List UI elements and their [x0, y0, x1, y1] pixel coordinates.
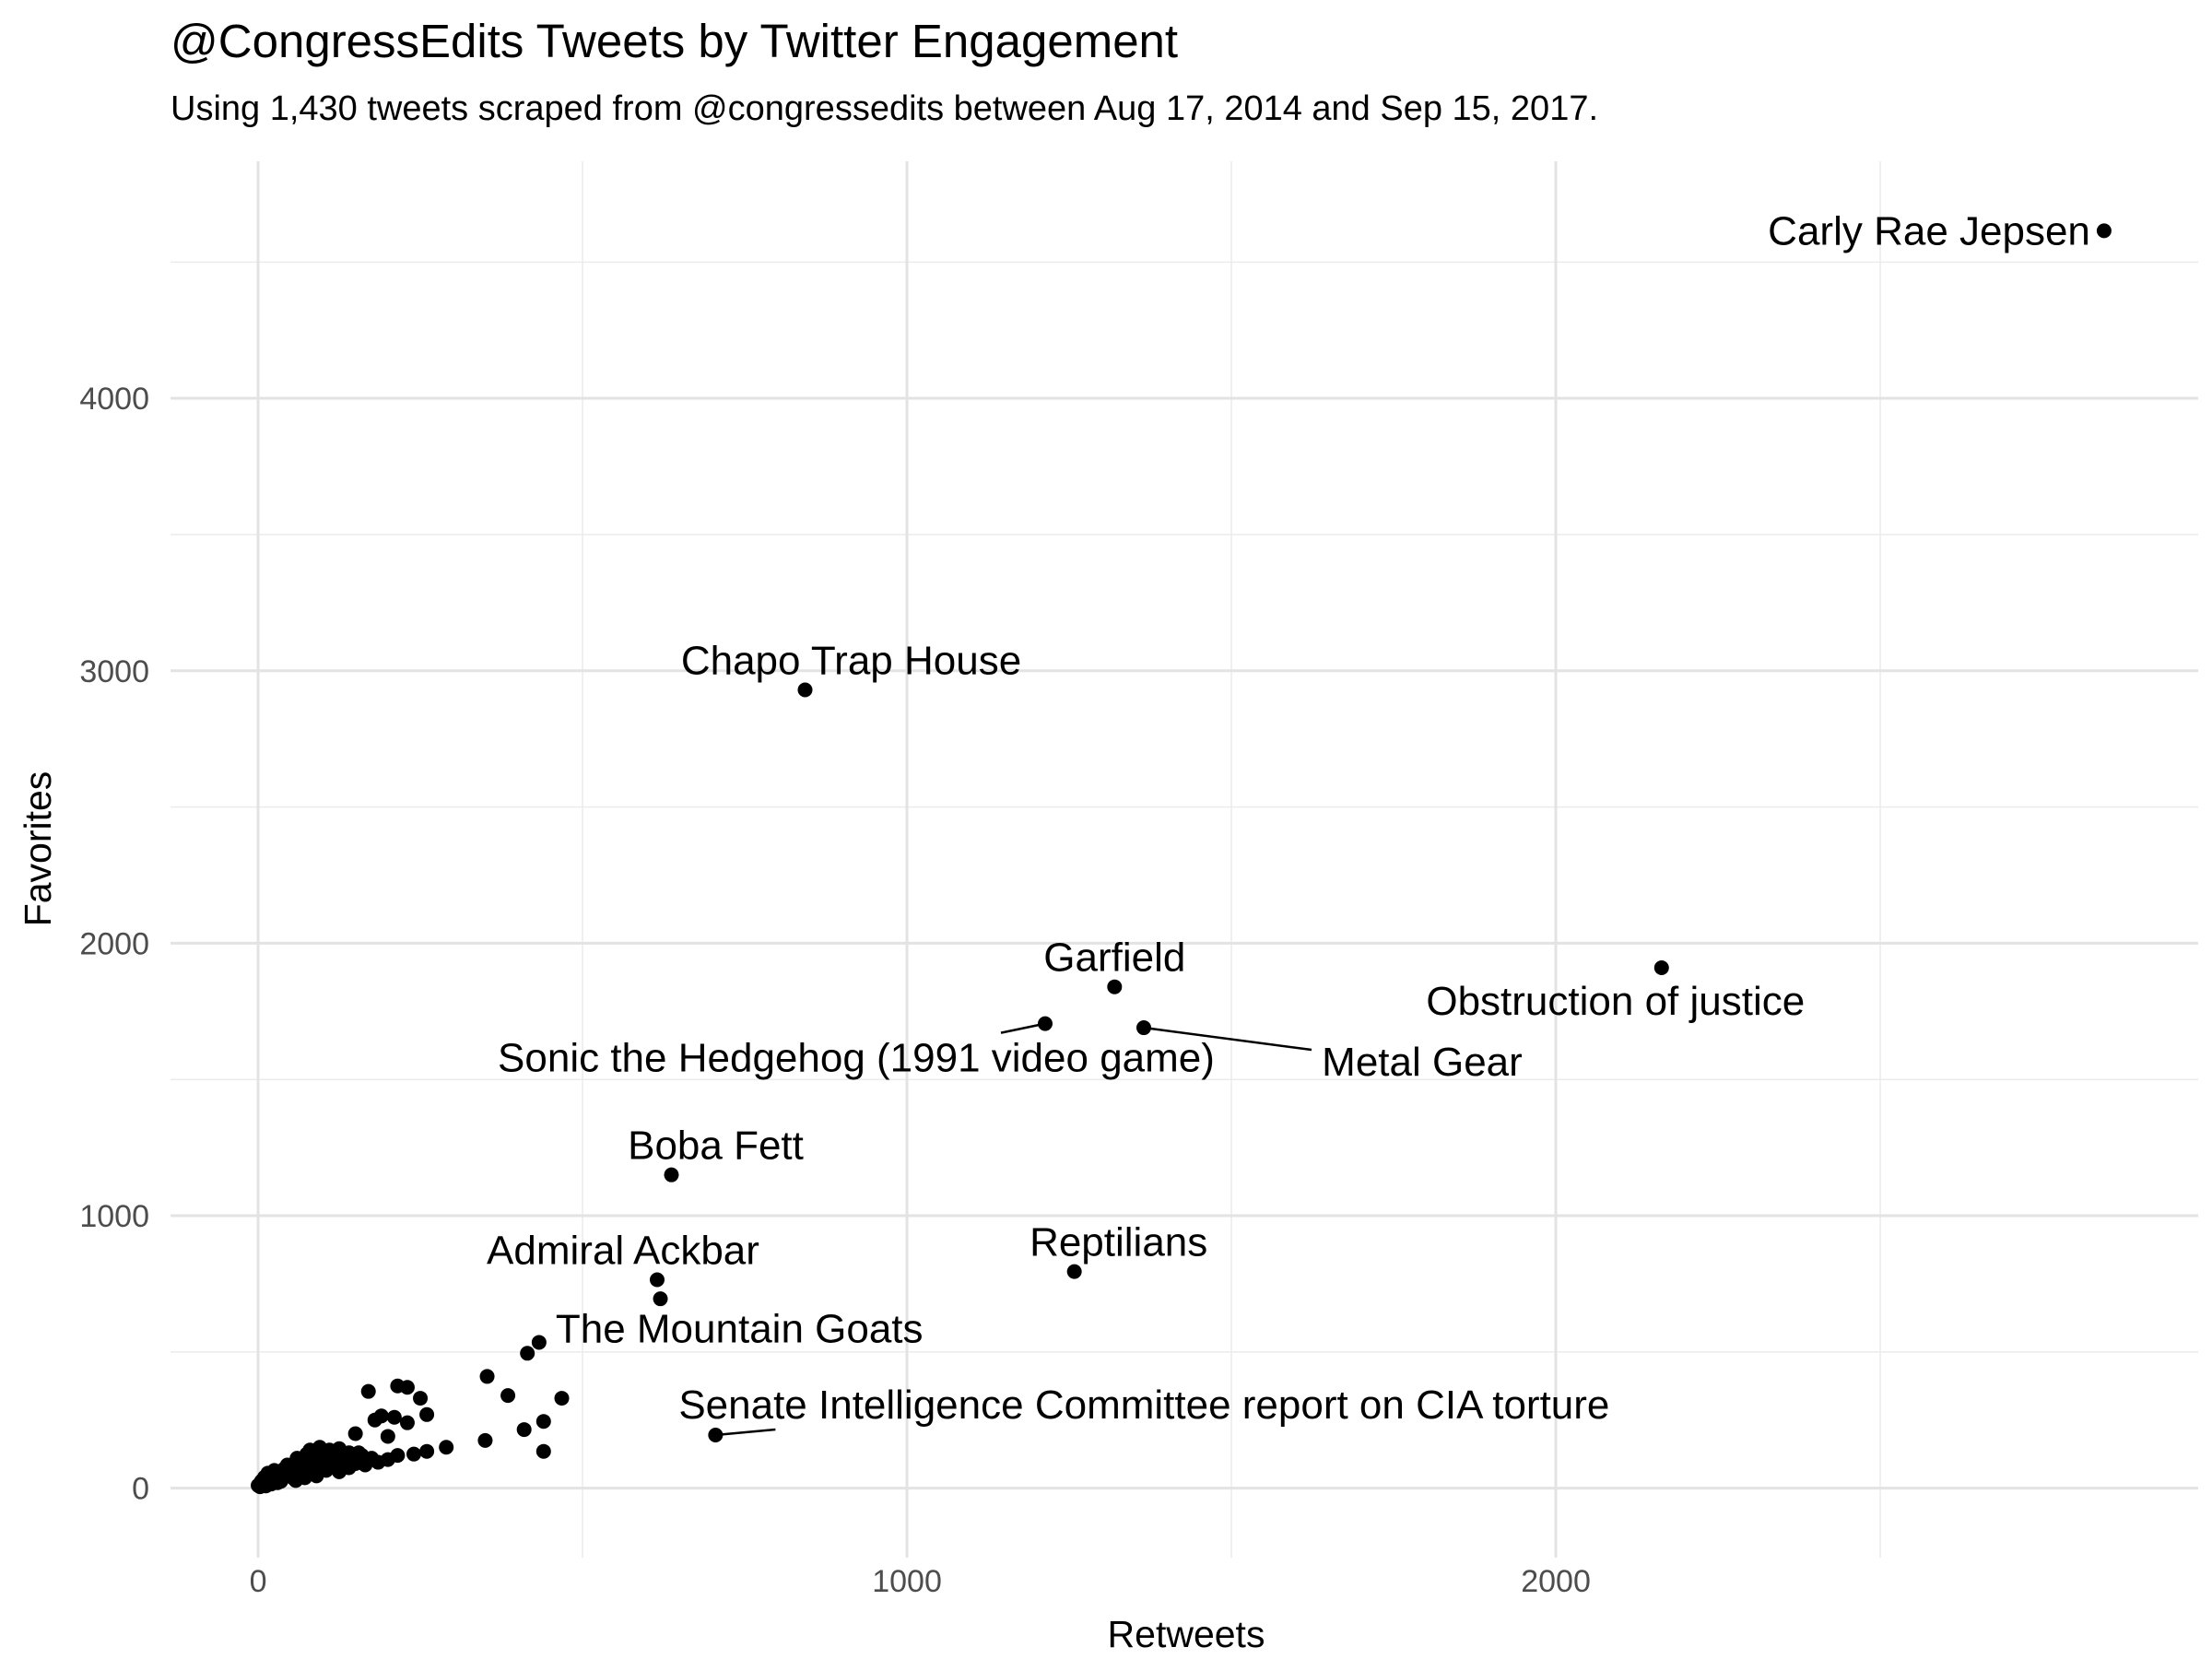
labeled-data-point [664, 1167, 679, 1182]
data-point [360, 1383, 376, 1399]
label-leader-line [1143, 1026, 1312, 1052]
point-label: Metal Gear [1322, 1040, 1523, 1085]
chart-title: @CongressEdits Tweets by Twitter Engagem… [171, 15, 1179, 67]
data-points [251, 223, 2112, 1495]
point-label: Chapo Trap House [681, 638, 1021, 683]
data-point [293, 1459, 309, 1475]
y-tick-label: 3000 [79, 654, 149, 689]
labeled-data-point [2096, 223, 2112, 239]
data-point [535, 1414, 551, 1430]
point-label: Sonic the Hedgehog (1991 video game) [498, 1036, 1215, 1081]
data-point [653, 1291, 668, 1307]
y-tick-label: 0 [132, 1472, 149, 1507]
data-point [309, 1468, 324, 1484]
label-leader-lines [715, 1022, 1312, 1437]
point-label: Reptilians [1030, 1220, 1207, 1265]
data-point [399, 1380, 415, 1395]
y-axis-tick-labels: 0 1000 2000 3000 4000 [79, 382, 149, 1506]
data-point [516, 1422, 532, 1438]
data-point [406, 1446, 421, 1462]
x-axis-tick-labels: 0 1000 2000 [250, 1564, 1591, 1599]
point-label: Admiral Ackbar [487, 1228, 759, 1273]
point-label: Obstruction of justice [1426, 979, 1805, 1024]
data-point [380, 1452, 395, 1467]
y-tick-label: 1000 [79, 1199, 149, 1234]
data-point [314, 1451, 330, 1466]
data-point [419, 1406, 435, 1422]
point-label: Carly Rae Jepsen [1768, 208, 2090, 253]
labeled-data-point [1037, 1016, 1053, 1031]
labeled-data-point [797, 682, 813, 698]
labeled-data-point [650, 1272, 665, 1288]
data-point [386, 1409, 402, 1425]
point-label: Boba Fett [628, 1124, 804, 1169]
point-label: The Mountain Goats [556, 1306, 924, 1351]
data-point [367, 1412, 382, 1428]
labeled-data-point [1653, 960, 1669, 976]
x-tick-label: 1000 [872, 1564, 942, 1599]
point-label: Senate Intelligence Committee report on … [678, 1382, 1609, 1428]
data-point [341, 1445, 357, 1461]
data-point [419, 1443, 435, 1459]
data-point [413, 1391, 429, 1406]
y-tick-label: 4000 [79, 382, 149, 417]
data-point [439, 1440, 454, 1455]
data-point [354, 1448, 370, 1464]
y-axis-title: Favorites [17, 771, 59, 927]
data-point [479, 1369, 495, 1384]
data-point [347, 1426, 363, 1441]
label-leader-line [715, 1428, 776, 1437]
data-point [477, 1432, 493, 1448]
labeled-data-point [531, 1335, 547, 1350]
data-point [535, 1443, 551, 1459]
data-point [380, 1429, 395, 1444]
data-point [554, 1391, 570, 1406]
labeled-data-point [1107, 979, 1123, 994]
data-point [500, 1388, 516, 1404]
labeled-data-point [1066, 1264, 1082, 1279]
x-axis-title: Retweets [1108, 1613, 1265, 1655]
x-tick-label: 0 [250, 1564, 267, 1599]
data-point [520, 1346, 535, 1361]
point-labels: Carly Rae Jepsen Chapo Trap House Obstruct… [487, 208, 2090, 1428]
y-tick-label: 2000 [79, 926, 149, 961]
minor-grid [171, 161, 2198, 1558]
point-label: Garfield [1043, 935, 1185, 981]
label-leader-line [1000, 1022, 1046, 1034]
data-point [399, 1415, 415, 1430]
major-grid [171, 161, 2198, 1558]
chart-subtitle: Using 1,430 tweets scraped from @congres… [171, 89, 1599, 128]
x-tick-label: 2000 [1521, 1564, 1591, 1599]
data-point [259, 1477, 275, 1493]
labeled-data-point [708, 1427, 724, 1442]
labeled-data-point [1136, 1020, 1151, 1036]
